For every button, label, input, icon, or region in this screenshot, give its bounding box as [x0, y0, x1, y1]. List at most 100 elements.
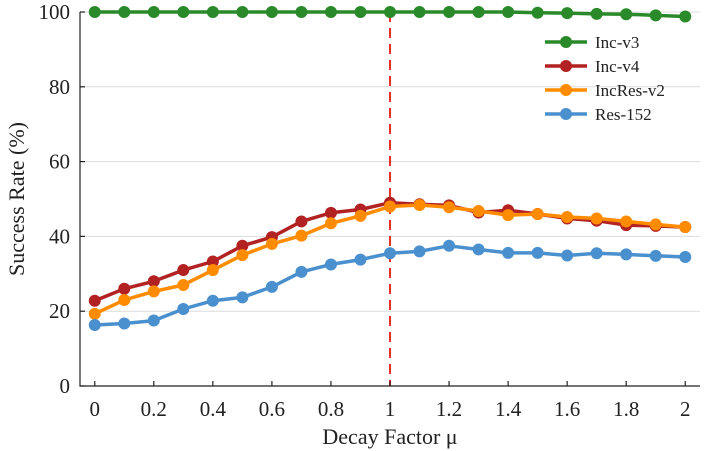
data-point-inc-v4-3	[177, 264, 190, 277]
legend-item-incres-v2: IncRes-v2	[545, 81, 665, 100]
data-point-inc-v4-1	[118, 282, 131, 295]
data-point-incres-v2-11	[413, 198, 426, 211]
x-tick-label-3: 0.6	[259, 397, 285, 421]
data-point-inc-v3-4	[206, 6, 219, 18]
y-tick-label-4: 80	[49, 75, 70, 99]
legend: Inc-v3 Inc-v4 IncRes-v2 Res-152	[545, 33, 665, 124]
data-point-incres-v2-18	[620, 215, 633, 228]
data-point-inc-v3-7	[295, 6, 308, 18]
x-tick-label-8: 1.6	[554, 397, 580, 421]
data-point-res-152-10	[384, 247, 396, 260]
data-point-res-152-14	[502, 246, 515, 259]
x-tick-label-1: 0.2	[141, 397, 167, 421]
data-point-res-152-17	[590, 247, 603, 260]
data-point-res-152-11	[413, 245, 426, 258]
x-tick-label-4: 0.8	[318, 397, 344, 421]
data-point-incres-v2-8	[324, 217, 337, 230]
data-point-incres-v2-13	[472, 204, 485, 217]
data-point-incres-v2-16	[561, 210, 574, 223]
data-point-res-152-12	[443, 239, 456, 252]
data-point-res-152-2	[147, 314, 160, 327]
data-point-incres-v2-15	[531, 207, 544, 220]
data-point-inc-v3-11	[413, 6, 426, 18]
data-point-incres-v2-14	[502, 209, 515, 222]
data-point-res-152-4	[206, 294, 219, 307]
x-tick-label-7: 1.4	[495, 397, 522, 421]
x-axis-label: Decay Factor μ	[322, 424, 457, 449]
data-point-res-152-0	[88, 319, 101, 332]
data-point-res-152-16	[561, 249, 574, 262]
data-point-inc-v3-8	[324, 6, 337, 18]
data-point-inc-v3-14	[502, 6, 515, 18]
legend-item-inc-v3: Inc-v3	[545, 33, 639, 52]
y-tick-label-1: 20	[49, 299, 70, 323]
data-point-inc-v4-4	[206, 255, 219, 268]
data-point-inc-v3-19	[649, 9, 662, 22]
legend-marker-res-152	[560, 108, 572, 120]
legend-label-res-152: Res-152	[595, 105, 652, 124]
data-point-inc-v4-5	[236, 239, 249, 252]
data-point-incres-v2-19	[649, 218, 662, 231]
data-point-inc-v4-7	[295, 215, 308, 228]
y-tick-label-2: 40	[49, 224, 70, 248]
data-point-incres-v2-0	[88, 307, 101, 320]
legend-marker-incres-v2	[560, 84, 572, 96]
data-point-res-152-6	[265, 280, 278, 293]
data-point-inc-v3-10	[384, 6, 396, 18]
data-point-inc-v4-8	[324, 206, 337, 219]
data-point-incres-v2-9	[354, 209, 367, 222]
data-point-inc-v3-12	[443, 6, 456, 18]
data-point-inc-v3-13	[472, 6, 485, 18]
x-tick-label-2: 0.4	[200, 397, 227, 421]
data-point-incres-v2-6	[265, 237, 278, 250]
data-point-incres-v2-2	[147, 285, 160, 298]
data-point-res-152-13	[472, 243, 485, 256]
data-point-incres-v2-4	[206, 264, 219, 277]
data-point-inc-v3-3	[177, 6, 190, 18]
data-point-inc-v3-17	[590, 7, 603, 20]
y-tick-label-5: 100	[39, 0, 71, 24]
series-res-152	[88, 239, 692, 332]
data-point-incres-v2-12	[443, 201, 456, 214]
series-inc-v3	[88, 6, 692, 23]
data-point-res-152-19	[649, 249, 662, 262]
y-tick-label-0: 0	[60, 374, 71, 398]
data-point-res-152-9	[354, 253, 367, 266]
legend-label-inc-v3: Inc-v3	[595, 33, 639, 52]
data-point-res-152-1	[118, 317, 131, 330]
data-point-res-152-8	[324, 258, 337, 271]
data-point-inc-v3-5	[236, 6, 249, 18]
series-group	[88, 6, 692, 332]
data-point-res-152-18	[620, 248, 633, 261]
data-point-res-152-3	[177, 302, 190, 315]
data-point-res-152-15	[531, 246, 544, 259]
x-tick-label-10: 2	[680, 397, 691, 421]
data-point-inc-v4-0	[88, 294, 101, 307]
legend-marker-inc-v3	[560, 36, 572, 48]
x-tick-label-0: 0	[90, 397, 101, 421]
y-axis-label: Success Rate (%)	[4, 122, 29, 276]
y-tick-label-3: 60	[49, 150, 70, 174]
legend-marker-inc-v4	[560, 60, 572, 72]
data-point-incres-v2-10	[384, 200, 396, 213]
data-point-inc-v3-15	[531, 6, 544, 19]
data-point-inc-v3-9	[354, 6, 367, 18]
data-point-incres-v2-1	[118, 293, 131, 306]
data-point-incres-v2-20	[679, 221, 692, 234]
data-point-res-152-5	[236, 291, 249, 304]
data-point-inc-v3-20	[679, 10, 692, 23]
data-point-res-152-20	[679, 250, 692, 263]
data-point-inc-v4-2	[147, 275, 160, 288]
legend-item-res-152: Res-152	[545, 105, 652, 124]
data-point-res-152-7	[295, 265, 308, 278]
legend-label-incres-v2: IncRes-v2	[595, 81, 665, 100]
data-point-incres-v2-3	[177, 279, 190, 292]
axes: 0 20 40 60 80 100 0 0.2 0.4 0.6 0.8 1 1.2 1.4 1.6 1.8 2	[39, 0, 700, 421]
legend-item-inc-v4: Inc-v4	[545, 57, 640, 76]
data-point-inc-v3-6	[265, 6, 278, 18]
data-point-inc-v3-16	[561, 7, 574, 20]
x-tick-label-6: 1.2	[436, 397, 462, 421]
data-point-incres-v2-7	[295, 229, 308, 242]
data-point-inc-v3-0	[88, 6, 101, 18]
